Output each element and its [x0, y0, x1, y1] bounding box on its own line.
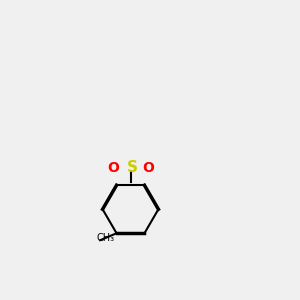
Text: CH₃: CH₃: [97, 233, 115, 243]
Text: O: O: [107, 161, 119, 175]
Text: O: O: [142, 161, 154, 175]
Text: S: S: [127, 160, 138, 175]
